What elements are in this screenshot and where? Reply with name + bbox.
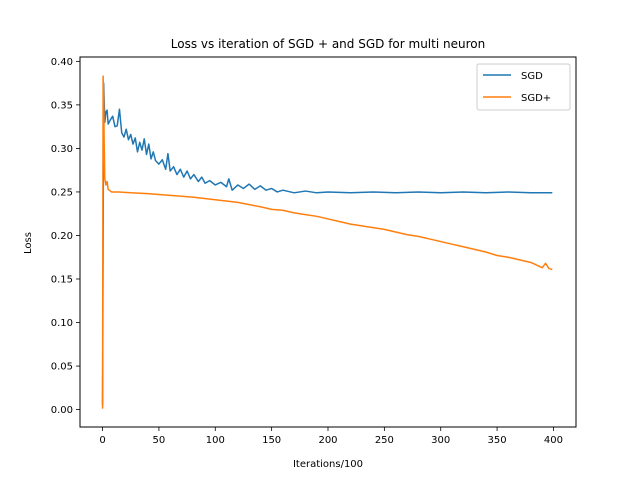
x-axis-label: Iterations/100: [293, 459, 363, 470]
y-axis-label: Loss: [23, 232, 34, 254]
x-tick-label: 150: [262, 435, 281, 446]
x-tick-label: 0: [99, 435, 105, 446]
y-tick-label: 0.15: [51, 275, 73, 286]
series-group: [101, 75, 553, 409]
y-tick-label: 0.25: [51, 187, 73, 198]
y-tick-label: 0.00: [51, 405, 73, 416]
x-tick-label: 300: [431, 435, 450, 446]
y-tick-label: 0.20: [51, 231, 73, 242]
series-line-sgd-plus: [101, 75, 553, 409]
y-axis: 0.00 0.05 0.10 0.15 0.20 0.25 0.30 0.35 0.40: [51, 57, 80, 416]
x-tick-label: 100: [206, 435, 225, 446]
x-tick-label: 50: [153, 435, 166, 446]
series-line-sgd: [101, 82, 553, 406]
y-tick-label: 0.35: [51, 100, 73, 111]
x-tick-label: 400: [544, 435, 563, 446]
x-tick-label: 200: [318, 435, 337, 446]
axes-frame: [79, 56, 577, 428]
y-tick-label: 0.30: [51, 144, 73, 155]
y-tick-label: 0.40: [51, 57, 73, 68]
legend: SGD SGD+: [476, 63, 571, 111]
x-axis: 0 50 100 150 200 250 300 350 400: [99, 427, 563, 446]
y-tick-label: 0.10: [51, 318, 73, 329]
y-tick-label: 0.05: [51, 362, 73, 373]
legend-label-sgd: SGD: [521, 71, 543, 82]
legend-label-sgd-plus: SGD+: [521, 93, 551, 104]
chart-title: Loss vs iteration of SGD + and SGD for m…: [171, 37, 485, 51]
x-tick-label: 350: [488, 435, 507, 446]
x-tick-label: 250: [375, 435, 394, 446]
